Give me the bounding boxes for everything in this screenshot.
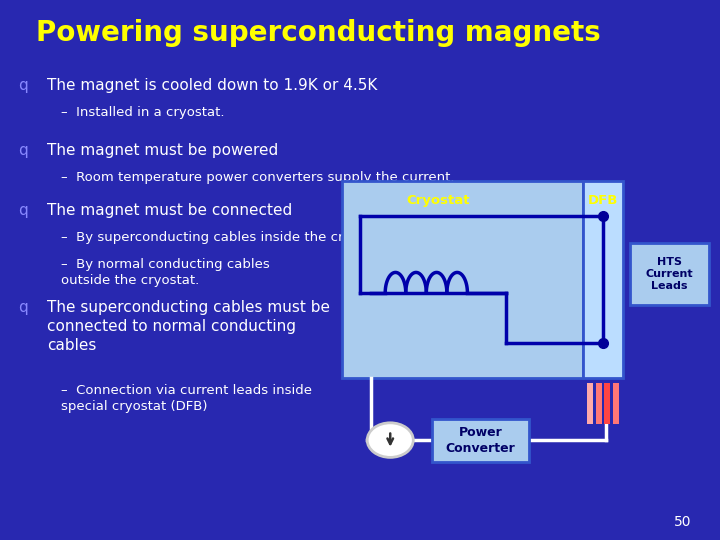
Text: The magnet must be powered: The magnet must be powered (47, 143, 278, 158)
Bar (613, 383, 619, 424)
Text: The magnet must be connected: The magnet must be connected (47, 202, 292, 218)
Text: q: q (18, 300, 28, 315)
Bar (596, 383, 601, 424)
Text: q: q (18, 202, 28, 218)
Bar (605, 383, 611, 424)
Bar (630, 243, 709, 305)
Bar (588, 383, 593, 424)
Text: –  Installed in a cryostat.: – Installed in a cryostat. (61, 106, 225, 119)
Text: The magnet is cooled down to 1.9K or 4.5K: The magnet is cooled down to 1.9K or 4.5… (47, 78, 377, 93)
Text: –  Connection via current leads inside
special cryostat (DFB): – Connection via current leads inside sp… (61, 384, 312, 413)
Text: Powering superconducting magnets: Powering superconducting magnets (36, 19, 600, 47)
Text: –  Room temperature power converters supply the current.: – Room temperature power converters supp… (61, 171, 455, 184)
Circle shape (367, 423, 413, 457)
Bar (583, 181, 623, 378)
Text: Cryostat: Cryostat (407, 194, 470, 207)
Text: The superconducting cables must be
connected to normal conducting
cables: The superconducting cables must be conne… (47, 300, 330, 353)
Text: DFB: DFB (588, 194, 618, 207)
Text: HTS
Current
Leads: HTS Current Leads (646, 256, 693, 292)
Text: –  By superconducting cables inside the cryostat.: – By superconducting cables inside the c… (61, 231, 390, 244)
Text: q: q (18, 78, 28, 93)
Bar (342, 181, 583, 378)
Text: q: q (18, 143, 28, 158)
Bar (432, 418, 529, 462)
Text: –  By normal conducting cables
outside the cryostat.: – By normal conducting cables outside th… (61, 258, 270, 287)
Text: Power
Converter: Power Converter (446, 426, 516, 455)
Text: 50: 50 (674, 515, 691, 529)
